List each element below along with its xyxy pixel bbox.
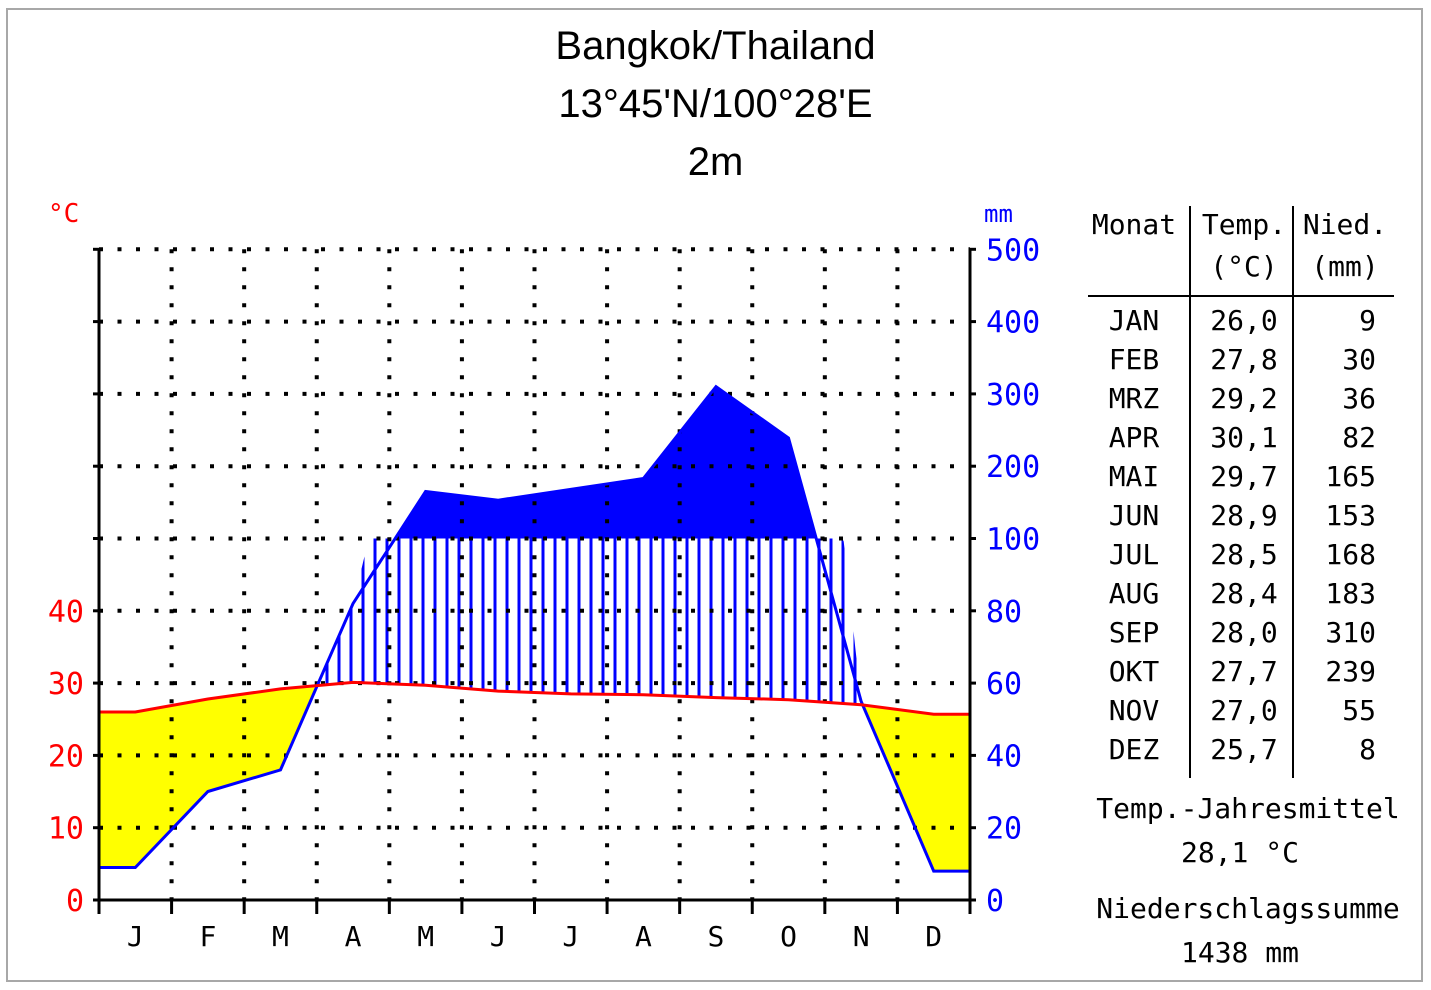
precipitation-line bbox=[99, 384, 970, 873]
table-cell-temp: 28,5 bbox=[1210, 538, 1277, 571]
table-cell-precip: 82 bbox=[1342, 421, 1376, 454]
table-cell-month: SEP bbox=[1109, 616, 1160, 649]
perhumid-area bbox=[396, 386, 817, 539]
month-label: M bbox=[272, 920, 289, 953]
table-cell-month: MAI bbox=[1109, 460, 1160, 493]
table-cell-precip: 30 bbox=[1342, 343, 1376, 376]
table-cell-temp: 30,1 bbox=[1210, 421, 1277, 454]
precipitation-tick-label: 200 bbox=[986, 450, 1040, 485]
temperature-tick-label: 10 bbox=[48, 812, 84, 847]
table-cell-temp: 28,4 bbox=[1210, 577, 1277, 610]
table-cell-temp: 27,0 bbox=[1210, 694, 1277, 727]
temperature-tick-label: 40 bbox=[48, 595, 84, 630]
annual-temp-label: Temp.-Jahresmittel bbox=[1096, 792, 1399, 825]
month-label: O bbox=[780, 920, 797, 953]
month-label: D bbox=[925, 920, 942, 953]
table-header-unit: (°C) bbox=[1210, 250, 1277, 283]
table-cell-temp: 27,8 bbox=[1210, 343, 1277, 376]
precipitation-tick-label: 80 bbox=[986, 595, 1022, 630]
precipitation-tick-label: 40 bbox=[986, 739, 1022, 774]
station-coordinates: 13°45'N/100°28'E bbox=[558, 82, 873, 126]
table-cell-temp: 27,7 bbox=[1210, 655, 1277, 688]
month-label: J bbox=[562, 920, 579, 953]
table-cell-precip: 55 bbox=[1342, 694, 1376, 727]
table-cell-precip: 183 bbox=[1325, 577, 1376, 610]
month-label: J bbox=[490, 920, 507, 953]
month-label: S bbox=[708, 920, 725, 953]
arid-area bbox=[864, 705, 970, 872]
table-cell-month: DEZ bbox=[1109, 733, 1160, 766]
table-cell-month: JUL bbox=[1109, 538, 1160, 571]
table-header-unit: (mm) bbox=[1311, 250, 1378, 283]
table-header: Monat bbox=[1092, 208, 1176, 241]
precipitation-tick-label: 400 bbox=[986, 306, 1040, 341]
precipitation-tick-label: 60 bbox=[986, 667, 1022, 702]
temperature-tick-label: 30 bbox=[48, 667, 84, 702]
temperature-tick-label: 20 bbox=[48, 739, 84, 774]
table-cell-precip: 168 bbox=[1325, 538, 1376, 571]
table-cell-month: JUN bbox=[1109, 499, 1160, 532]
table-cell-precip: 8 bbox=[1359, 733, 1376, 766]
arid-area bbox=[99, 685, 317, 868]
precipitation-tick-label: 0 bbox=[986, 884, 1004, 919]
table-cell-precip: 36 bbox=[1342, 382, 1376, 415]
table-cell-precip: 9 bbox=[1359, 304, 1376, 337]
month-label: N bbox=[853, 920, 870, 953]
table-cell-month: NOV bbox=[1109, 694, 1160, 727]
table-cell-temp: 25,7 bbox=[1210, 733, 1277, 766]
table-cell-temp: 26,0 bbox=[1210, 304, 1277, 337]
month-label: A bbox=[635, 920, 652, 953]
table-cell-temp: 29,2 bbox=[1210, 382, 1277, 415]
precipitation-tick-label: 20 bbox=[986, 812, 1022, 847]
humid-hatch-area bbox=[318, 538, 863, 705]
annual-precip-value: 1438 mm bbox=[1181, 936, 1299, 969]
table-cell-precip: 153 bbox=[1325, 499, 1376, 532]
table-cell-month: MRZ bbox=[1109, 382, 1160, 415]
station-title: Bangkok/Thailand bbox=[555, 24, 876, 68]
table-cell-precip: 165 bbox=[1325, 460, 1376, 493]
month-label: A bbox=[345, 920, 362, 953]
table-cell-precip: 239 bbox=[1325, 655, 1376, 688]
table-header: Temp. bbox=[1202, 208, 1286, 241]
table-cell-precip: 310 bbox=[1325, 616, 1376, 649]
station-elevation: 2m bbox=[687, 140, 744, 184]
table-cell-temp: 28,0 bbox=[1210, 616, 1277, 649]
table-cell-temp: 29,7 bbox=[1210, 460, 1277, 493]
table-header: Nied. bbox=[1303, 208, 1387, 241]
precipitation-tick-label: 300 bbox=[986, 378, 1040, 413]
temperature-unit-label: °C bbox=[48, 199, 79, 229]
table-cell-month: FEB bbox=[1109, 343, 1160, 376]
table-cell-month: AUG bbox=[1109, 577, 1160, 610]
month-label: J bbox=[127, 920, 144, 953]
precipitation-tick-label: 500 bbox=[986, 233, 1040, 268]
annual-precip-label: Niederschlagssumme bbox=[1096, 892, 1399, 925]
table-cell-month: APR bbox=[1109, 421, 1160, 454]
table-cell-month: OKT bbox=[1109, 655, 1160, 688]
table-cell-temp: 28,9 bbox=[1210, 499, 1277, 532]
month-label: F bbox=[199, 920, 216, 953]
precipitation-unit-label: mm bbox=[984, 200, 1013, 228]
temperature-line bbox=[99, 680, 970, 716]
temperature-tick-label: 0 bbox=[66, 884, 84, 919]
annual-temp-value: 28,1 °C bbox=[1181, 836, 1299, 869]
month-label: M bbox=[417, 920, 434, 953]
precipitation-tick-label: 100 bbox=[986, 523, 1040, 558]
table-cell-month: JAN bbox=[1109, 304, 1160, 337]
